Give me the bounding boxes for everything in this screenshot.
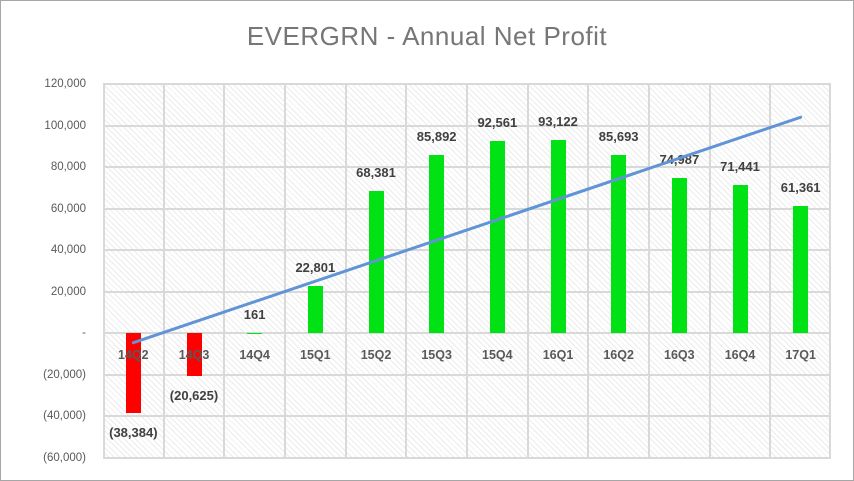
y-axis-tick-label: 20,000 — [50, 285, 86, 298]
x-axis-tick-label: 15Q2 — [360, 348, 392, 363]
vertical-gridline — [103, 84, 105, 458]
bar-16Q4 — [732, 184, 748, 334]
y-axis-tick-label: (40,000) — [43, 410, 86, 423]
x-axis-tick-label: 14Q3 — [178, 348, 210, 363]
chart-title: EVERGRN - Annual Net Profit — [246, 21, 608, 51]
data-label: (38,384) — [109, 425, 158, 441]
y-axis-tick-label: (60,000) — [43, 452, 86, 464]
y-axis-tick-label: 60,000 — [50, 202, 86, 215]
vertical-gridline — [829, 84, 831, 458]
data-label: 85,693 — [598, 129, 639, 145]
bar-17Q1 — [793, 205, 809, 334]
y-axis: 120,000 100,000 80,000 60,000 40,000 20,000 - (… — [1, 78, 89, 464]
data-label: 61,361 — [780, 179, 821, 195]
data-label: 22,801 — [295, 259, 336, 275]
y-axis-tick-label: (20,000) — [43, 368, 86, 381]
y-axis-tick-label: - — [82, 327, 86, 340]
x-axis-tick-label: 14Q4 — [239, 348, 270, 363]
data-label: 68,381 — [356, 165, 396, 181]
y-axis-tick-label: 40,000 — [50, 244, 86, 257]
data-label: 93,122 — [538, 113, 578, 129]
x-axis-tick-label: 17Q1 — [785, 348, 816, 363]
x-axis-tick-label: 16Q1 — [542, 348, 574, 363]
bar-15Q4 — [489, 141, 505, 334]
x-axis-tick-label: 15Q3 — [421, 348, 452, 363]
x-axis-tick-label: 16Q3 — [664, 348, 695, 363]
x-axis-tick-label: 15Q4 — [482, 348, 513, 363]
bar-15Q1 — [307, 285, 323, 334]
data-label: (20,625) — [169, 388, 219, 404]
bar-16Q1 — [550, 139, 566, 334]
bar-16Q3 — [671, 177, 687, 334]
horizontal-gridline — [103, 457, 831, 459]
bar-14Q2 — [125, 333, 141, 414]
y-axis-tick-label: 80,000 — [50, 161, 86, 174]
data-label: 85,892 — [416, 128, 457, 144]
data-label: 71,441 — [720, 158, 760, 174]
y-axis-tick-label: 120,000 — [44, 78, 86, 90]
bar-15Q3 — [429, 154, 445, 334]
x-axis-tick-label: 14Q2 — [118, 348, 149, 363]
x-axis-tick-label: 16Q2 — [603, 348, 634, 363]
x-axis-labels: 14Q2 14Q3 14Q4 15Q1 15Q2 15Q3 15Q4 16Q1 16Q2 16Q3… — [103, 84, 831, 458]
bar-16Q2 — [611, 155, 627, 334]
y-axis-tick-label: 100,000 — [44, 119, 86, 132]
x-axis-tick-label: 15Q1 — [300, 348, 331, 363]
plot-area: 14Q2 14Q3 14Q4 15Q1 15Q2 15Q3 15Q4 16Q1 16Q2 16Q3… — [103, 83, 831, 459]
bar-15Q2 — [368, 191, 384, 334]
data-label: 161 — [243, 306, 266, 322]
x-axis-tick-label: 16Q4 — [724, 348, 756, 363]
